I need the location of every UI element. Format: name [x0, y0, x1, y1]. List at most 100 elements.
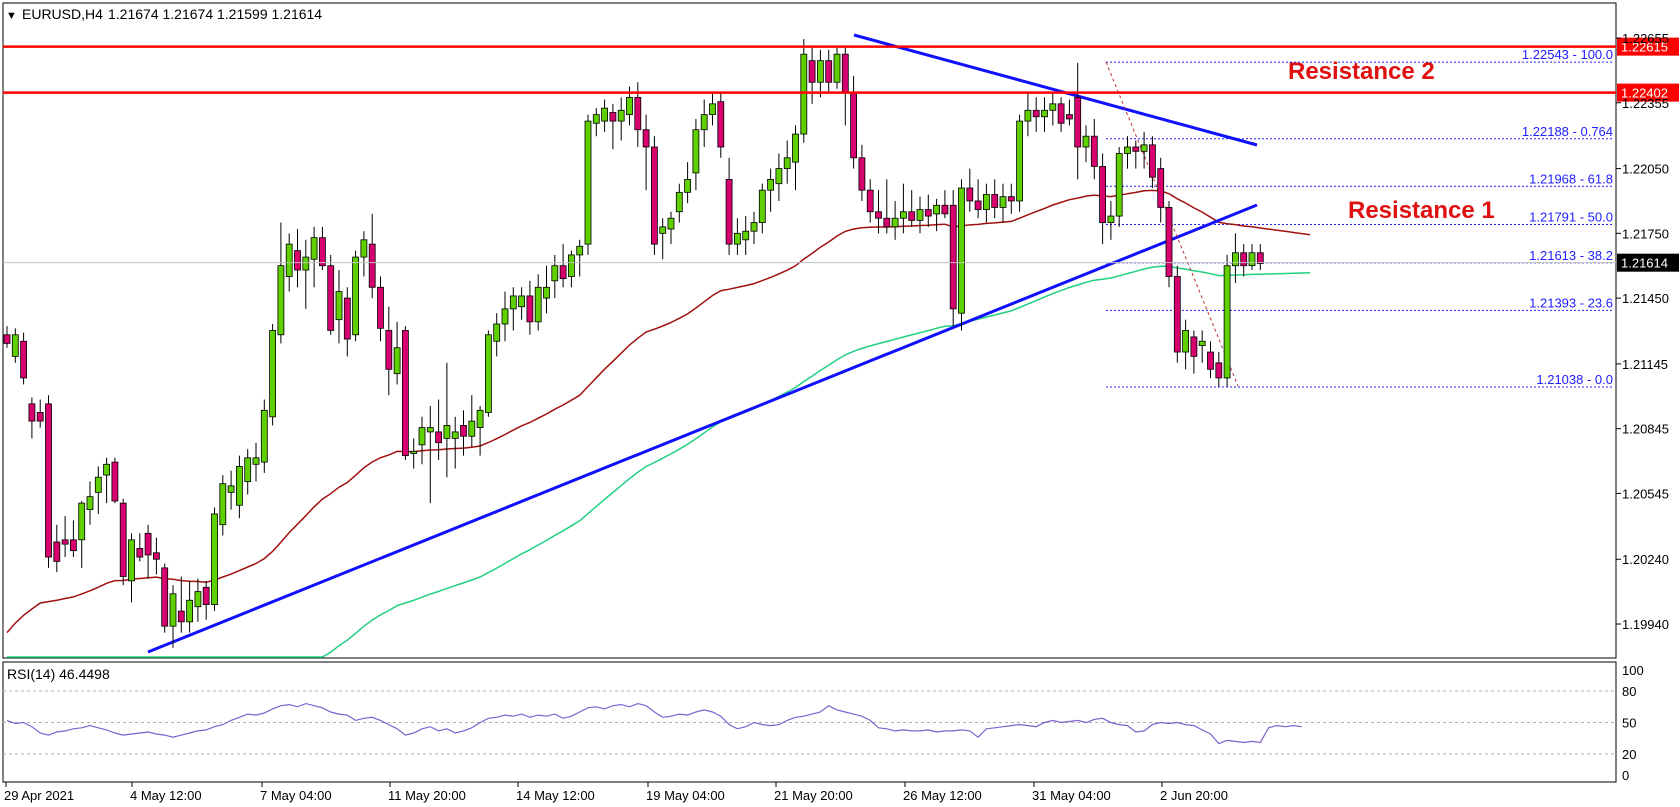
candle-bullish — [1016, 120, 1023, 202]
candle-bullish — [568, 254, 575, 277]
candle-bearish — [609, 112, 617, 122]
candle-bearish — [20, 340, 28, 379]
candle-bullish — [285, 243, 293, 277]
candle-bullish — [518, 295, 525, 308]
candle-bearish — [1256, 252, 1264, 264]
symbol-timeframe: EURUSD,H4 — [22, 6, 103, 22]
candle-bullish — [626, 96, 633, 116]
candle-bullish — [1107, 215, 1115, 223]
main-plot-area[interactable] — [2, 2, 1617, 659]
price-tick-label: 1.21145 — [1622, 357, 1668, 372]
candle-bullish — [891, 217, 899, 228]
candle-bullish — [78, 502, 86, 541]
candle-bullish — [534, 286, 542, 323]
price-tag-label: 1.22615 — [1621, 40, 1668, 55]
price-tag — [1617, 37, 1679, 56]
candle-bearish — [343, 297, 351, 340]
candle-bullish — [1024, 109, 1032, 122]
candle-bullish — [302, 256, 310, 271]
candle-bearish — [841, 53, 849, 94]
candle-bullish — [11, 334, 19, 357]
candle-bearish — [858, 157, 866, 191]
candle-bearish — [119, 502, 127, 577]
candle-bearish — [318, 237, 326, 267]
time-tick-label: 7 May 04:00 — [260, 788, 332, 803]
candle-bullish — [1140, 144, 1148, 152]
fib-level-label: 1.21968 - 61.8 — [1529, 171, 1613, 186]
rsi-tick-label: 20 — [1622, 747, 1636, 762]
candle-bearish — [1157, 168, 1165, 208]
candle-bullish — [194, 591, 202, 608]
candle-bullish — [1232, 252, 1239, 267]
candle-bearish — [294, 250, 301, 271]
candle-bearish — [1099, 166, 1106, 223]
candle-bearish — [642, 129, 650, 148]
candle-bearish — [991, 194, 999, 208]
menu-triangle-icon[interactable]: ▼ — [6, 10, 17, 22]
candle-bearish — [45, 403, 52, 558]
falling-trendline — [853, 33, 1258, 147]
rising-trendline — [147, 203, 1258, 654]
candle-bearish — [634, 96, 642, 131]
candle-bearish — [717, 101, 725, 148]
candle-bullish — [310, 237, 318, 260]
candle-bearish — [949, 204, 957, 310]
candle-bearish — [377, 286, 384, 329]
candle-bearish — [1165, 207, 1173, 277]
candle-bullish — [584, 120, 592, 245]
candle-bullish — [103, 463, 110, 476]
resistance-1-label: Resistance 1 — [1348, 197, 1495, 224]
candle-bearish — [526, 295, 534, 323]
candle-bearish — [651, 146, 658, 245]
candle-bearish — [152, 552, 160, 560]
candle-bearish — [111, 461, 119, 502]
price-tick-label: 1.20845 — [1622, 422, 1669, 437]
candle-bearish — [825, 60, 833, 83]
candle-bullish — [260, 409, 268, 463]
candle-bullish — [592, 114, 600, 124]
time-tick-label: 19 May 04:00 — [646, 788, 725, 803]
candle-bullish — [1124, 146, 1131, 154]
candles — [3, 39, 1264, 648]
candle-bearish — [36, 412, 44, 422]
candle-bullish — [94, 476, 102, 493]
candle-bullish — [219, 483, 227, 526]
candle-bullish — [792, 133, 799, 163]
candle-bearish — [808, 60, 816, 83]
price-tick-label: 1.22050 — [1622, 162, 1669, 177]
time-tick-label: 26 May 12:00 — [903, 788, 982, 803]
candle-bullish — [468, 420, 476, 437]
candle-bearish — [850, 92, 857, 159]
time-tick-label: 29 Apr 2021 — [4, 788, 74, 803]
candle-bullish — [1198, 340, 1206, 346]
candle-bullish — [393, 347, 401, 375]
fib-level-label: 1.22188 - 0.764 — [1522, 124, 1613, 139]
candle-bullish — [252, 457, 260, 465]
time-tick-label: 21 May 20:00 — [774, 788, 853, 803]
candle-bullish — [277, 265, 285, 336]
candle-bullish — [551, 265, 559, 282]
candle-bullish — [675, 191, 683, 213]
candle-bullish — [667, 217, 675, 230]
price-tag — [1617, 83, 1679, 102]
candle-bearish — [974, 200, 982, 210]
time-tick-label: 31 May 04:00 — [1032, 788, 1111, 803]
last-price-tag — [1617, 253, 1679, 272]
candle-bullish — [817, 60, 824, 83]
candle-bullish — [211, 513, 218, 605]
candle-bullish — [451, 431, 459, 439]
candle-bearish — [202, 586, 210, 605]
candle-bearish — [941, 204, 949, 215]
price-lines: 1.22402 1.22615 1.21614 — [3, 37, 1679, 272]
candle-bullish — [758, 189, 766, 223]
candle-bullish — [186, 599, 194, 623]
candle-bullish — [269, 330, 277, 418]
candle-bearish — [875, 211, 882, 219]
candle-bullish — [617, 109, 625, 122]
candle-bullish — [709, 103, 716, 116]
candle-bullish — [916, 209, 924, 221]
candle-bearish — [327, 265, 335, 331]
candle-bearish — [966, 187, 974, 202]
ma-100-line — [6, 189, 1311, 634]
